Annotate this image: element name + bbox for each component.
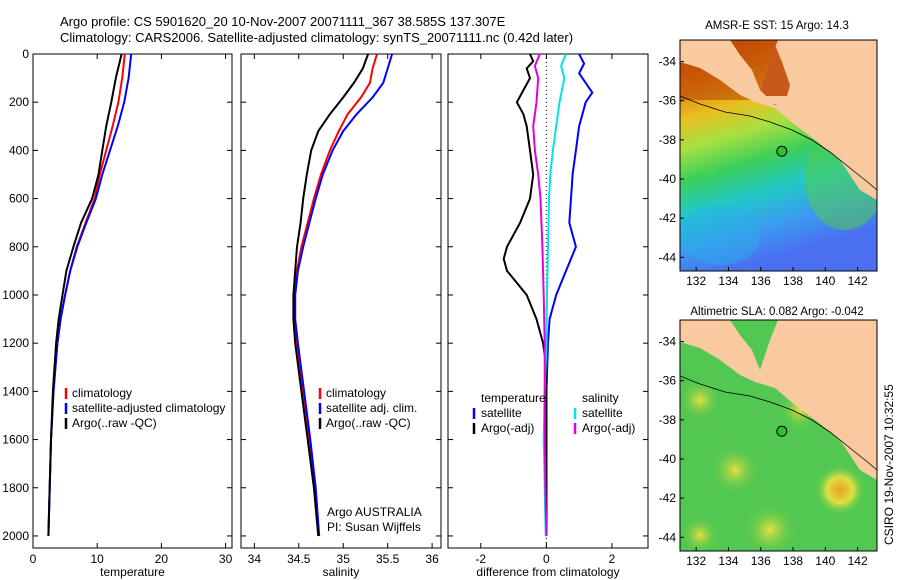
sla-map: Altimetric SLA: 0.082 Argo: -0.042 132 13… — [659, 306, 878, 568]
map-y-tick-label: -44 — [659, 530, 677, 544]
x-axis-label: difference from climatology — [476, 565, 619, 579]
y-tick-label: 2000 — [2, 529, 29, 543]
map-x-tick-label: 142 — [848, 554, 868, 568]
y-tick-label: 1200 — [2, 336, 29, 350]
map-y-tick-label: -38 — [659, 413, 677, 427]
coastline — [680, 375, 877, 471]
map-y-tick-label: -40 — [659, 172, 677, 186]
temperature-panel: 0 10 20 30 temperature 0 200 400 600 800 1000 1200 1… — [2, 47, 232, 579]
map-y-tick-label: -42 — [659, 211, 677, 225]
legend-label: satellite adj. clim. — [326, 401, 417, 415]
coastline — [680, 95, 877, 191]
map-y-tick-label: -42 — [659, 491, 677, 505]
x-tick-label: 36 — [425, 552, 439, 566]
x-tick-label: 0 — [543, 552, 550, 566]
legend-label: temperature — [481, 391, 546, 405]
y-tick-label: 1600 — [2, 433, 29, 447]
credit-text: CSIRO 19-Nov-2007 10:32:55 — [882, 384, 896, 545]
annotation-text: Argo AUSTRALIA — [327, 505, 422, 519]
map-y-tick-label: -34 — [659, 335, 677, 349]
header-line-1: Argo profile: CS 5901620_20 10-Nov-2007 … — [60, 14, 506, 29]
plot-area — [447, 53, 649, 549]
series-line-argo — [47, 53, 123, 537]
series-line-satellite — [294, 53, 394, 537]
map-x-tick-label: 132 — [686, 274, 706, 288]
x-tick-label: -2 — [475, 552, 486, 566]
map-x-tick-label: 132 — [686, 554, 706, 568]
legend-label: satellite — [481, 406, 522, 420]
legend-label: climatology — [72, 386, 132, 400]
map-x-tick-label: 140 — [815, 274, 835, 288]
sst-map: AMSR-E SST: 15 Argo: 14.3 132 134 136 138 14… — [659, 20, 878, 288]
legend-label: Argo(-adj) — [481, 421, 534, 435]
x-tick-label: 34.5 — [287, 552, 311, 566]
map-y-tick-label: -36 — [659, 374, 677, 388]
x-tick-label: 0 — [30, 552, 37, 566]
plot-area — [32, 53, 233, 549]
land-mass — [680, 320, 877, 480]
x-tick-label: 2 — [609, 552, 616, 566]
y-tick-label: 600 — [9, 192, 29, 206]
map-y-tick-label: -44 — [659, 250, 677, 264]
annotation-text: PI: Susan Wijffels — [327, 520, 421, 534]
x-tick-label: 20 — [155, 552, 169, 566]
y-tick-label: 1800 — [2, 481, 29, 495]
legend-label: Argo(-adj) — [582, 421, 635, 435]
map-x-tick-label: 138 — [783, 274, 803, 288]
series-line-argo_salinity_adj — [532, 53, 548, 537]
legend-label: satellite — [582, 406, 623, 420]
legend-label: salinity — [582, 391, 619, 405]
map-x-tick-label: 134 — [718, 274, 738, 288]
map-x-tick-label: 142 — [848, 274, 868, 288]
header-line-2: Climatology: CARS2006. Satellite-adjuste… — [60, 30, 573, 45]
x-tick-label: 35.5 — [376, 552, 400, 566]
y-tick-label: 1000 — [2, 288, 29, 302]
profile-panels: 0 10 20 30temperature0200400600800100012001… — [2, 47, 649, 579]
legend-label: satellite-adjusted climatology — [72, 401, 225, 415]
map-x-tick-label: 138 — [783, 554, 803, 568]
y-tick-label: 400 — [9, 143, 29, 157]
legend-label: Argo(..raw -QC) — [326, 416, 411, 430]
sla-map-title: Altimetric SLA: 0.082 Argo: -0.042 — [690, 306, 863, 318]
series-line-argo — [292, 53, 370, 537]
x-axis-label: salinity — [323, 565, 360, 579]
map-x-tick-label: 140 — [815, 554, 835, 568]
map-y-tick-label: -34 — [659, 55, 677, 69]
map-y-tick-label: -38 — [659, 133, 677, 147]
y-tick-label: 800 — [9, 240, 29, 254]
map-y-tick-label: -36 — [659, 94, 677, 108]
float-location-marker — [776, 425, 788, 437]
map-x-tick-label: 136 — [751, 274, 771, 288]
x-axis-label: temperature — [100, 565, 165, 579]
sst-map-title: AMSR-E SST: 15 Argo: 14.3 — [705, 20, 849, 32]
map-x-tick-label: 136 — [751, 554, 771, 568]
x-tick-label: 10 — [91, 552, 105, 566]
x-tick-label: 30 — [219, 552, 233, 566]
x-tick-label: 34 — [248, 552, 262, 566]
legend-label: climatology — [326, 386, 386, 400]
y-tick-label: 1400 — [2, 384, 29, 398]
float-location-marker — [776, 145, 788, 157]
salinity-panel: 34 34.5 35 35.5 36 salinity climatologysatelli… — [240, 53, 442, 579]
map-y-tick-label: -40 — [659, 452, 677, 466]
x-tick-label: 35 — [337, 552, 351, 566]
legend-label: Argo(..raw -QC) — [72, 416, 157, 430]
y-tick-label: 200 — [9, 95, 29, 109]
land-mass — [680, 40, 877, 200]
map-x-tick-label: 134 — [718, 554, 738, 568]
y-tick-label: 0 — [22, 47, 29, 61]
